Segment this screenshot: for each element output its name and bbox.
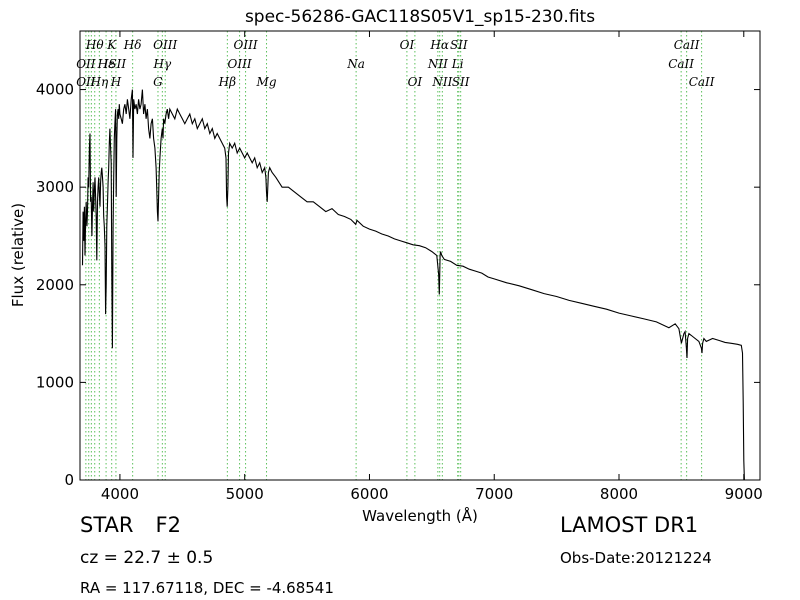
line-label: Hε [97, 57, 115, 71]
observation-date: Obs-Date:20121224 [560, 549, 712, 567]
line-label: NII [427, 57, 448, 71]
line-label: CaII [689, 75, 715, 89]
x-tick-label: 8000 [600, 485, 638, 503]
survey-name: LAMOST DR1 [560, 513, 699, 537]
line-label: OII [76, 57, 96, 71]
line-label: Hγ [153, 57, 172, 71]
line-label: CaII [668, 57, 694, 71]
line-label: OIII [153, 38, 177, 52]
y-tick-label: 4000 [36, 81, 74, 99]
line-label: Hα [429, 38, 449, 52]
line-label: Hθ [85, 38, 104, 52]
y-tick-label: 2000 [36, 276, 74, 294]
plot-area [80, 31, 760, 480]
y-tick-label: 1000 [36, 373, 74, 391]
y-tick-label: 3000 [36, 178, 74, 196]
line-label: G [153, 75, 163, 89]
y-axis: 0 1000 2000 3000 4000 [36, 81, 760, 489]
line-label: NII [431, 75, 452, 89]
line-label: Li [451, 57, 464, 71]
line-label: Hδ [123, 38, 142, 52]
line-label: Hη [90, 75, 109, 89]
line-label: SII [450, 38, 468, 52]
y-tick-label: 0 [64, 471, 74, 489]
plot-frame [79, 30, 761, 481]
line-label: OII [76, 75, 96, 89]
y-axis-label: Flux (relative) [9, 203, 27, 307]
object-subclass: F2 [155, 513, 181, 537]
line-label: OI [400, 38, 415, 52]
line-label: ISII [103, 57, 127, 71]
line-label: Mg [256, 75, 277, 89]
chart-title: spec-56286-GAC118S05V1_sp15-230.fits [245, 7, 595, 27]
x-tick-label: 5000 [226, 485, 264, 503]
line-label: Hβ [218, 75, 236, 89]
x-axis-label: Wavelength (Å) [362, 506, 478, 525]
line-label: H [110, 75, 122, 89]
x-tick-label: 6000 [350, 485, 388, 503]
x-axis: 4000 5000 6000 7000 8000 9000 [101, 31, 763, 503]
spectrum-line [81, 89, 745, 481]
classification: STAR F2 [80, 513, 181, 537]
line-label: K [106, 38, 117, 52]
redshift-readout: cz = 22.7 ± 0.5 [80, 548, 214, 568]
x-tick-label: 4000 [101, 485, 139, 503]
line-label: SII [452, 75, 470, 89]
x-tick-label: 7000 [475, 485, 513, 503]
x-tick-label: 9000 [725, 485, 763, 503]
line-label: OIII [228, 57, 252, 71]
line-label: OIII [234, 38, 258, 52]
object-class: STAR [80, 513, 134, 537]
coordinates-readout: RA = 117.67118, DEC = -4.68541 [80, 579, 334, 597]
line-label: Na [346, 57, 365, 71]
line-label: OI [408, 75, 423, 89]
line-label: CaII [674, 38, 700, 52]
